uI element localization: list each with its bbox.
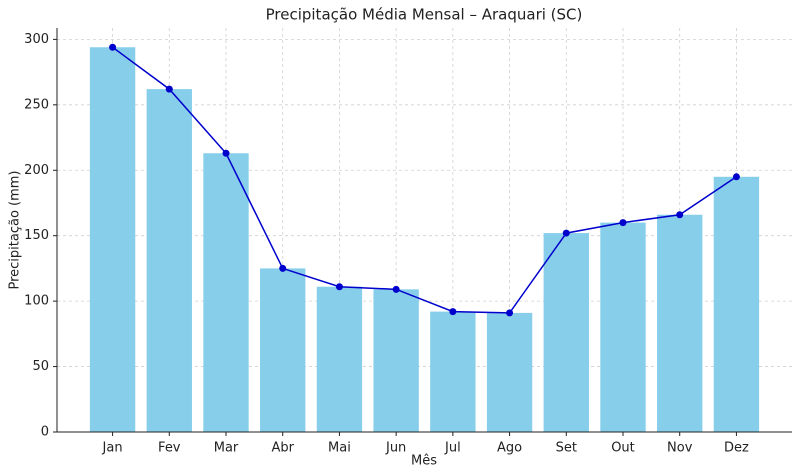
line-point [619, 219, 627, 227]
bar [203, 153, 249, 432]
bar [89, 47, 136, 432]
x-tick-label: Jan [102, 441, 123, 456]
y-tick-label: 200 [24, 163, 49, 178]
bar [260, 268, 306, 432]
x-tick-label: Mar [214, 441, 239, 456]
bar [713, 176, 760, 432]
x-tick-label: Dez [724, 441, 749, 456]
x-tick-label: Ago [497, 441, 522, 456]
chart-title: Precipitação Média Mensal – Araquari (SC… [266, 6, 583, 24]
line-point [562, 229, 570, 237]
trend-line [112, 46, 737, 314]
line-point [222, 149, 230, 157]
line-point [165, 85, 173, 93]
bar [430, 311, 476, 432]
x-tick-label: Nov [667, 441, 693, 456]
bar [486, 312, 533, 432]
x-tick-label: Fev [158, 441, 181, 456]
y-tick-label: 100 [24, 294, 49, 309]
line-point [392, 285, 400, 293]
x-tick-label: Mai [328, 441, 351, 456]
bar [600, 222, 646, 432]
x-tick-label: Abr [271, 441, 294, 456]
line-point [449, 308, 457, 316]
x-tick-label: Jul [444, 441, 461, 456]
y-tick-label: 0 [41, 425, 49, 440]
bar [146, 89, 192, 432]
line-point [109, 43, 117, 51]
x-tick-label: Jun [385, 441, 406, 456]
y-tick-label: 250 [24, 97, 49, 112]
bar [543, 233, 589, 432]
y-tick-label: 300 [24, 32, 49, 47]
line-point [506, 309, 514, 317]
line-point [335, 283, 343, 291]
bar [316, 286, 363, 432]
x-axis-label: Mês [411, 454, 437, 469]
bar [657, 214, 703, 432]
x-tick-label: Set [556, 441, 577, 456]
line-point [732, 173, 740, 181]
bar [373, 289, 419, 432]
y-axis-label: Precipitação (mm) [8, 170, 23, 289]
line-point [279, 264, 287, 272]
x-tick-label: Out [611, 441, 635, 456]
line-point [676, 211, 684, 219]
y-tick-label: 50 [32, 359, 49, 374]
y-tick-label: 150 [24, 228, 49, 243]
